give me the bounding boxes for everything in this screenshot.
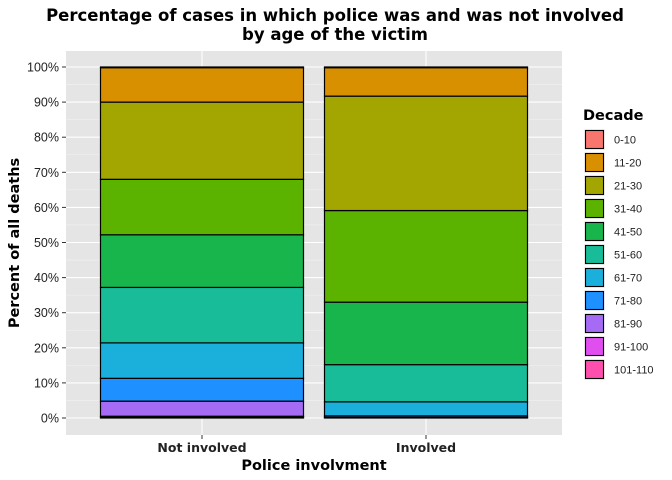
bar-segment-11-20-1 — [323, 67, 529, 97]
legend-swatch-101-110 — [584, 359, 605, 380]
y-tick-label: 30% — [34, 306, 59, 320]
bar-segment-61-70-0 — [99, 342, 305, 379]
y-tick-label: 80% — [34, 131, 59, 145]
legend-label-11-20: 11-20 — [614, 158, 641, 170]
y-tick-label: 10% — [34, 376, 59, 390]
bar-segment-41-50-1 — [323, 301, 529, 366]
legend-label-0-10: 0-10 — [614, 135, 636, 147]
x-tick-label: Involved — [396, 440, 456, 455]
bar-segment-71-80-0 — [99, 377, 305, 402]
x-tick-label: Not involved — [157, 440, 246, 455]
legend: Decade 0-10 11-20 21-30 31-40 41-50 51-60 61-7… — [583, 108, 654, 380]
legend-label-81-90: 81-90 — [614, 319, 642, 331]
legend-swatch-51-60 — [584, 244, 605, 265]
legend-items: 0-10 11-20 21-30 31-40 41-50 51-60 61-70 71-80 8… — [584, 129, 654, 380]
legend-swatch-0-10 — [584, 129, 605, 150]
bar-segment-51-60-1 — [323, 364, 529, 403]
bar-segment-41-50-0 — [99, 234, 305, 289]
y-tick-label: 60% — [34, 201, 59, 215]
bars-group — [99, 66, 529, 419]
legend-label-21-30: 21-30 — [614, 181, 642, 193]
x-axis-ticks: Not involved Involved — [157, 435, 456, 455]
y-axis-ticks: 0% 10% 20% 30% 40% 50% 60% 70% 80% 90% 100% — [27, 61, 66, 426]
bar-segment-61-70-1 — [323, 401, 529, 417]
chart-title-line-2: by age of the victim — [242, 25, 428, 44]
legend-swatch-81-90 — [584, 313, 605, 334]
bar-segment-51-60-0 — [99, 286, 305, 344]
legend-label-71-80: 71-80 — [614, 296, 642, 308]
y-tick-label: 100% — [27, 61, 59, 75]
legend-title: Decade — [583, 108, 644, 124]
y-tick-label: 50% — [34, 236, 59, 250]
bar-segment-21-30-0 — [99, 101, 305, 180]
chart-title-line-1: Percentage of cases in which police was … — [46, 6, 624, 25]
bar-segment-21-30-1 — [323, 95, 529, 212]
y-tick-label: 20% — [34, 341, 59, 355]
legend-label-41-50: 41-50 — [614, 227, 642, 239]
bar-segment-81-90-0 — [99, 400, 305, 417]
y-axis-title: Percent of all deaths — [7, 158, 23, 328]
legend-label-51-60: 51-60 — [614, 250, 642, 262]
bar-segment-31-40-1 — [323, 209, 529, 303]
legend-label-101-110: 101-110 — [614, 365, 654, 377]
bar-segment-0-10-0 — [99, 66, 305, 69]
x-axis-title: Police involvment — [241, 458, 386, 474]
y-tick-label: 0% — [41, 412, 59, 426]
y-tick-label: 90% — [34, 96, 59, 110]
legend-swatch-71-80 — [584, 290, 605, 311]
legend-swatch-91-100 — [584, 336, 605, 357]
bar-segment-11-20-0 — [99, 67, 305, 103]
legend-label-91-100: 91-100 — [614, 342, 648, 354]
legend-label-61-70: 61-70 — [614, 273, 642, 285]
legend-swatch-41-50 — [584, 221, 605, 242]
legend-swatch-21-30 — [584, 175, 605, 196]
y-tick-label: 40% — [34, 271, 59, 285]
legend-swatch-11-20 — [584, 152, 605, 173]
y-tick-label: 70% — [34, 166, 59, 180]
bar-segment-31-40-0 — [99, 178, 305, 236]
legend-swatch-31-40 — [584, 198, 605, 219]
bar-segment-0-10-1 — [323, 66, 529, 69]
legend-label-31-40: 31-40 — [614, 204, 642, 216]
legend-swatch-61-70 — [584, 267, 605, 288]
